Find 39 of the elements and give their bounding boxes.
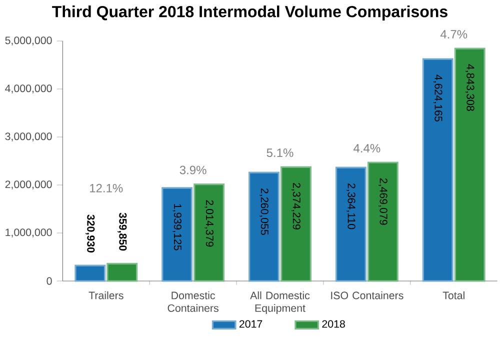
bar <box>162 187 193 282</box>
legend-label: 2018 <box>322 320 345 328</box>
annotation: 4.7% <box>440 30 468 38</box>
y-tick-label: 4,000,000 <box>5 84 52 94</box>
data-label: 4,843,308 <box>465 64 474 111</box>
y-tick-label: 5,000,000 <box>5 36 52 46</box>
bar <box>367 162 398 282</box>
data-label: 2,364,110 <box>346 183 356 230</box>
annotation: 4.4% <box>354 144 380 152</box>
bar <box>106 262 138 282</box>
data-label: 359,850 <box>118 212 127 251</box>
annotation: 5.1% <box>266 148 294 158</box>
data-label: 320,930 <box>86 214 95 252</box>
bar <box>194 184 225 282</box>
bar <box>454 48 486 282</box>
x-tick-label: ISO Containers <box>331 291 404 300</box>
x-tick-label: Domestic Containers <box>168 291 218 312</box>
data-label: 4,624,165 <box>433 74 442 122</box>
annotation: 12.1% <box>90 184 123 192</box>
y-tick-label: 2,000,000 <box>5 180 52 190</box>
legend-label: 2017 <box>239 320 262 328</box>
bar <box>280 166 312 282</box>
data-label: 2,374,229 <box>292 182 300 230</box>
bar <box>335 166 366 282</box>
annotation: 3.9% <box>180 166 206 174</box>
data-label: 1,939,125 <box>172 204 182 250</box>
bar <box>422 58 454 282</box>
chart-title: Third Quarter 2018 Intermodal Volume Comparisons <box>52 6 448 20</box>
data-label: 2,260,055 <box>260 188 268 235</box>
bar <box>74 264 106 282</box>
bar <box>248 172 280 282</box>
x-tick-label: Trailers <box>88 291 124 300</box>
y-tick-label: 1,000,000 <box>6 228 52 238</box>
x-tick-label: Total <box>442 291 464 300</box>
x-tick-label: All Domestic Equipment <box>250 291 310 314</box>
y-tick-label: 3,000,000 <box>5 132 52 142</box>
data-label: 2,014,379 <box>204 200 214 247</box>
y-tick-label: 0 <box>46 277 52 285</box>
data-label: 2,469,079 <box>378 178 388 225</box>
